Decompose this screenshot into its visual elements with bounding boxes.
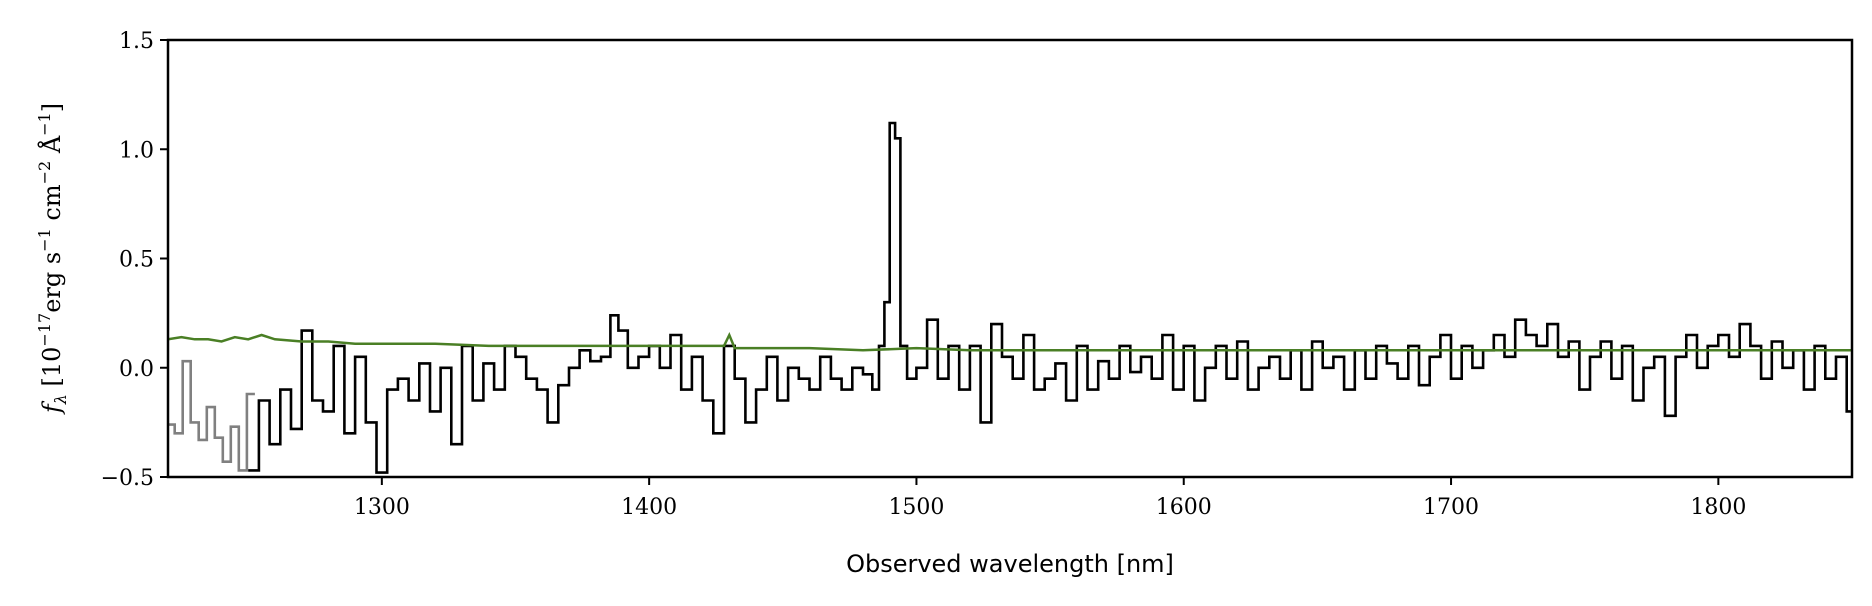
- x-tick-label: 1600: [1156, 495, 1212, 520]
- series-flux-masked-line: [168, 359, 255, 472]
- plot-frame: [166, 38, 1854, 479]
- y-tick-label: 0.5: [119, 248, 154, 273]
- y-tick-label: 0.0: [119, 357, 154, 382]
- x-tick-label: 1700: [1423, 495, 1479, 520]
- y-tick-label: 1.5: [119, 29, 154, 54]
- x-tick-label: 1400: [621, 495, 677, 520]
- x-axis-ticks: 1300 1400 1500 1600 1700 1800: [354, 477, 1746, 520]
- y-axis-ticks: −0.5 0.0 0.5 1.0 1.5: [101, 29, 168, 491]
- x-tick-label: 1300: [354, 495, 410, 520]
- y-tick-label: 1.0: [119, 138, 154, 163]
- series-flux-line: [248, 121, 1852, 474]
- series-error-line: [168, 331, 1852, 352]
- y-axis-label: fλ [10−17erg s−1 cm−2 Å−1]: [35, 103, 70, 415]
- y-tick-label: −0.5: [101, 466, 154, 491]
- x-tick-label: 1500: [888, 495, 944, 520]
- x-tick-label: 1800: [1690, 495, 1746, 520]
- x-axis-label: Observed wavelength [nm]: [846, 550, 1174, 578]
- series-layer: [168, 121, 1852, 474]
